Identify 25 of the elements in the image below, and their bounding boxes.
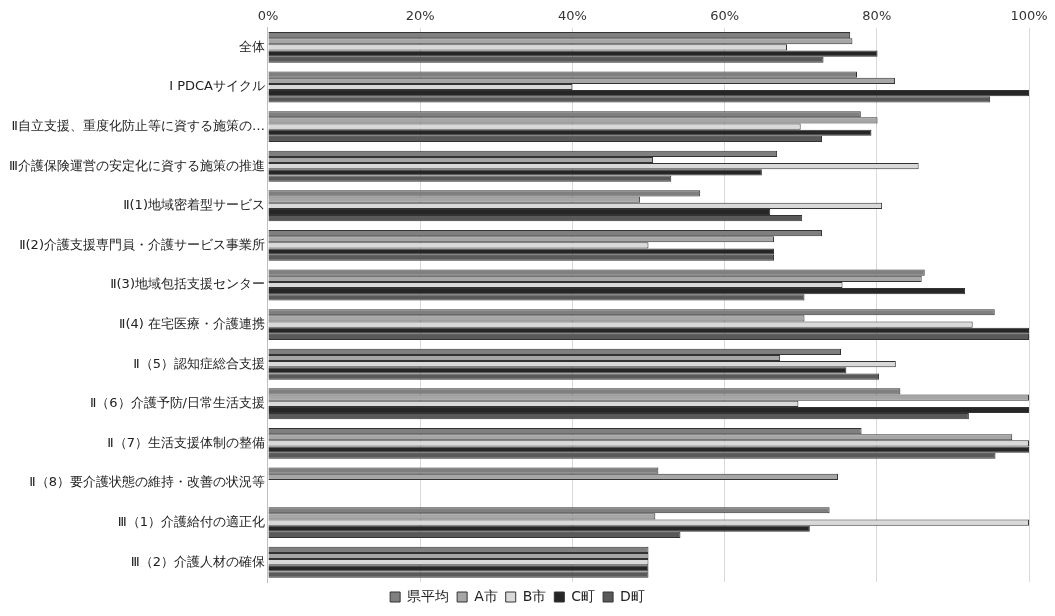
legend-label: A市 xyxy=(474,587,498,604)
y-tick-label: Ⅰ PDCAサイクル xyxy=(169,78,265,94)
y-tick-label: Ⅱ(3)地域包括支援センター xyxy=(110,276,265,292)
y-tick-label: Ⅱ（5）認知症総合支援 xyxy=(133,355,265,371)
x-tick-label: 20% xyxy=(405,8,435,24)
x-tick-label: 0% xyxy=(257,8,279,24)
legend-label: B市 xyxy=(522,587,547,604)
x-tick-label: 80% xyxy=(862,8,892,24)
y-tick-label: 全体 xyxy=(238,38,265,54)
y-tick-label: Ⅱ（7）生活支援体制の整備 xyxy=(107,434,265,450)
y-tick-label: Ⅲ（2）介護人材の確保 xyxy=(130,553,265,569)
y-tick-label: Ⅱ(1)地域密着型サービス xyxy=(123,197,265,213)
legend-label: 県平均 xyxy=(407,587,450,604)
x-tick-label: 60% xyxy=(710,8,740,24)
legend-label: C町 xyxy=(571,587,596,604)
y-tick-label: Ⅱ自立支援、重度化防止等に資する施策の… xyxy=(11,117,265,133)
y-tick-label: Ⅱ（6）介護予防/日常生活支援 xyxy=(89,395,265,411)
y-tick-label: Ⅲ（1）介護給付の適正化 xyxy=(117,513,265,529)
y-tick-label: Ⅱ(4) 在宅医療・介護連携 xyxy=(119,315,265,331)
x-tick-label: 100% xyxy=(1010,8,1048,24)
y-tick-label: Ⅲ介護保険運営の安定化に資する施策の推進 xyxy=(8,157,265,173)
y-tick-label: Ⅱ（8）要介護状態の維持・改善の状況等 xyxy=(29,474,265,490)
legend-label: D町 xyxy=(620,587,645,604)
y-tick-label: Ⅱ(2)介護支援専門員・介護サービス事業所 xyxy=(19,236,265,252)
x-tick-label: 40% xyxy=(557,8,587,24)
